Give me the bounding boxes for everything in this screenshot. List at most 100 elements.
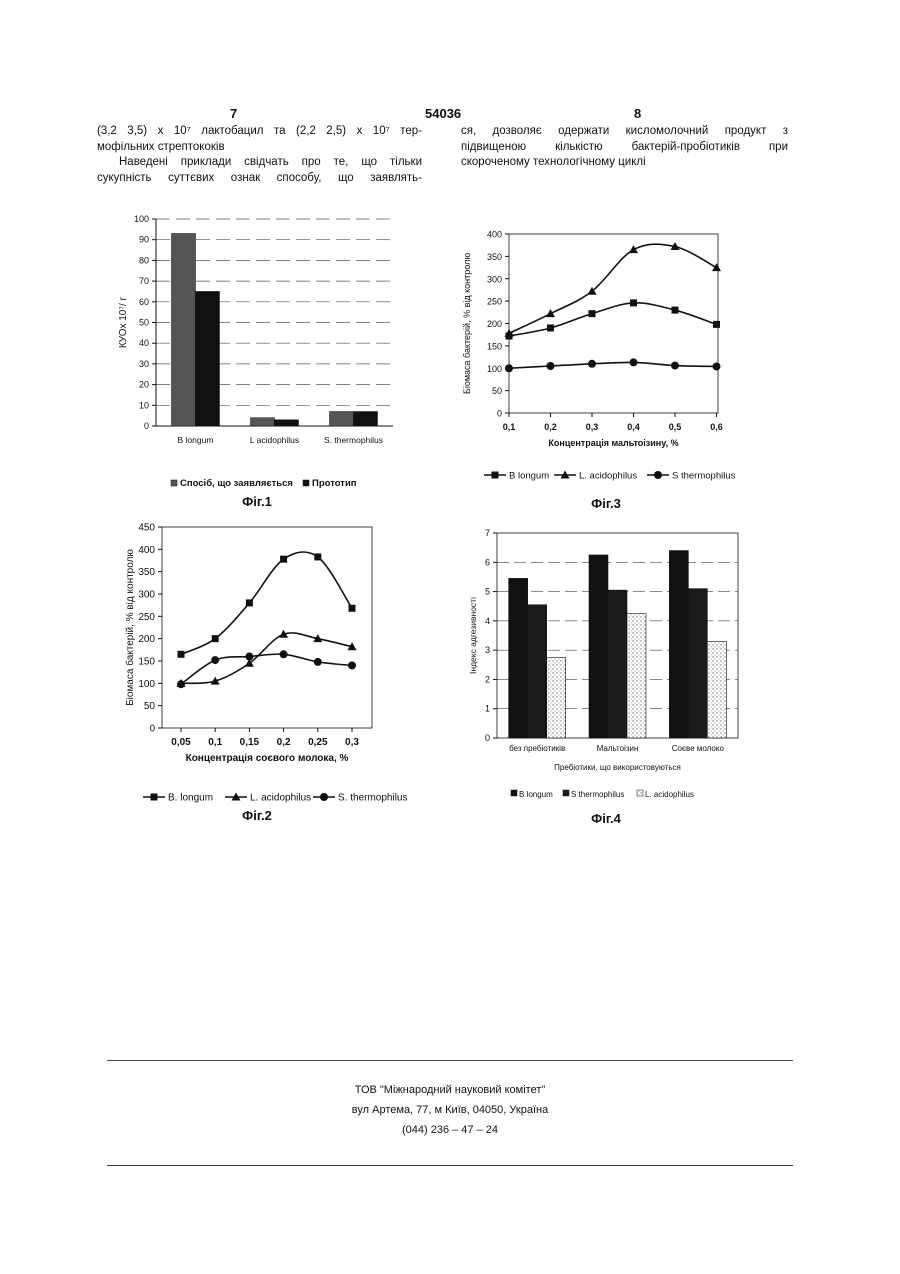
legend-label: Прототип xyxy=(312,478,357,489)
y-tick-label: 200 xyxy=(138,634,155,645)
legend-swatch xyxy=(511,790,517,796)
legend-label: B longum xyxy=(509,471,549,482)
legend-label: L. acidophilus xyxy=(250,793,311,804)
y-tick-label: 50 xyxy=(492,386,502,396)
data-point xyxy=(589,310,596,317)
data-point xyxy=(546,309,555,317)
legend-swatch xyxy=(563,790,569,796)
legend-marker xyxy=(492,472,499,479)
data-point xyxy=(630,299,637,306)
data-point xyxy=(314,553,321,560)
data-point xyxy=(671,362,679,370)
y-tick-label: 300 xyxy=(138,590,155,601)
y-tick-label: 20 xyxy=(139,380,149,390)
footer-top-rule xyxy=(107,1060,793,1061)
legend-label: L. acidophilus xyxy=(579,471,637,482)
y-tick-label: 50 xyxy=(139,318,149,328)
data-point xyxy=(713,321,720,328)
data-point xyxy=(246,599,253,606)
legend-swatch xyxy=(171,480,177,486)
y-tick-label: 50 xyxy=(144,701,156,712)
y-tick-label: 350 xyxy=(487,252,502,262)
data-point xyxy=(349,605,356,612)
data-point xyxy=(712,263,721,271)
y-tick-label: 6 xyxy=(485,557,490,567)
y-axis-label: Біомаса бактерій, % від контролю xyxy=(462,253,472,394)
y-tick-label: 10 xyxy=(139,400,149,410)
data-point xyxy=(211,656,219,664)
y-tick-label: 2 xyxy=(485,674,490,684)
legend-marker xyxy=(654,471,662,479)
series-line xyxy=(181,633,352,683)
data-point xyxy=(713,362,721,370)
figure-4-caption: Фіг.4 xyxy=(571,811,641,826)
legend-swatch xyxy=(637,790,643,796)
data-point xyxy=(588,360,596,368)
y-tick-label: 100 xyxy=(487,364,502,374)
bar xyxy=(196,291,220,426)
y-tick-label: 60 xyxy=(139,297,149,307)
data-point xyxy=(672,307,679,314)
bar xyxy=(547,657,566,738)
x-tick-label: S. thermophilus xyxy=(324,435,383,445)
y-tick-label: 0 xyxy=(149,724,155,735)
legend-label: B. longum xyxy=(168,793,213,804)
data-point xyxy=(630,358,638,366)
footer-bottom-rule xyxy=(107,1165,793,1166)
figure-1-caption: Фіг.1 xyxy=(222,494,292,509)
plot-frame xyxy=(162,527,372,728)
data-point xyxy=(212,635,219,642)
legend-label: S thermophilus xyxy=(672,471,736,482)
legend-label: L. acidophilus xyxy=(645,790,694,799)
bar xyxy=(608,590,627,738)
bar xyxy=(275,420,299,426)
bar xyxy=(528,605,547,738)
y-tick-label: 150 xyxy=(487,341,502,351)
figure-1-chart: 0102030405060708090100B longumL acidophi… xyxy=(0,0,900,1274)
bar xyxy=(688,589,707,738)
x-tick-label: 0,15 xyxy=(240,737,260,748)
x-tick-label: 0,2 xyxy=(544,422,557,432)
y-tick-label: 40 xyxy=(139,338,149,348)
data-point xyxy=(348,661,356,669)
footer-phone: (044) 236 – 47 – 24 xyxy=(0,1124,900,1136)
y-tick-label: 0 xyxy=(485,733,490,743)
y-tick-label: 0 xyxy=(144,421,149,431)
y-tick-label: 400 xyxy=(138,545,155,556)
x-tick-label: 0,05 xyxy=(171,737,191,748)
legend-marker xyxy=(151,794,158,801)
x-axis-label: Концентрація соєвого молока, % xyxy=(186,753,349,764)
bar xyxy=(589,555,608,738)
legend-label: S. thermophilus xyxy=(338,793,407,804)
x-tick-label: 0,5 xyxy=(669,422,682,432)
footer-org: ТОВ "Міжнародний науковий комітет" xyxy=(0,1084,900,1096)
data-point xyxy=(547,324,554,331)
y-tick-label: 450 xyxy=(138,523,155,534)
legend-marker xyxy=(320,793,328,801)
data-point xyxy=(505,364,513,372)
bar xyxy=(251,418,275,426)
x-tick-label: 0,2 xyxy=(277,737,291,748)
y-tick-label: 300 xyxy=(487,274,502,284)
bar xyxy=(172,233,196,426)
y-tick-label: 200 xyxy=(487,319,502,329)
y-tick-label: 4 xyxy=(485,616,490,626)
y-axis-label: КУОх 10⁷/ г xyxy=(118,296,129,348)
data-point xyxy=(629,245,638,253)
data-point xyxy=(177,680,185,688)
bar xyxy=(627,614,646,738)
legend-swatch xyxy=(303,480,309,486)
y-tick-label: 100 xyxy=(138,679,155,690)
y-tick-label: 1 xyxy=(485,704,490,714)
data-point xyxy=(314,658,322,666)
data-point xyxy=(547,362,555,370)
x-axis-label: Пребіотики, що використовуються xyxy=(554,763,681,772)
data-point xyxy=(245,653,253,661)
y-tick-label: 150 xyxy=(138,657,155,668)
x-tick-label: 0,1 xyxy=(208,737,222,748)
series-line xyxy=(509,362,717,368)
x-tick-label: 0,25 xyxy=(308,737,328,748)
bar xyxy=(707,641,726,738)
data-point xyxy=(280,650,288,658)
series-line xyxy=(509,244,717,333)
